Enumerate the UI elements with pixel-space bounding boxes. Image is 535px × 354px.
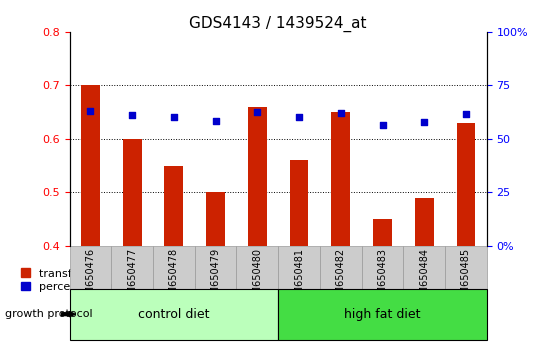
Text: GSM650481: GSM650481 <box>294 248 304 307</box>
Text: GSM650483: GSM650483 <box>378 248 387 307</box>
Text: high fat diet: high fat diet <box>345 308 421 321</box>
Text: GSM650485: GSM650485 <box>461 248 471 307</box>
Text: GSM650482: GSM650482 <box>336 248 346 307</box>
Point <box>211 118 220 124</box>
Bar <box>373 219 392 246</box>
Legend: transformed count, percentile rank within the sample: transformed count, percentile rank withi… <box>21 268 226 292</box>
Text: GSM650477: GSM650477 <box>127 248 137 307</box>
Text: GSM650476: GSM650476 <box>86 248 95 307</box>
Point <box>128 113 136 118</box>
FancyBboxPatch shape <box>362 246 403 289</box>
FancyBboxPatch shape <box>403 246 445 289</box>
Text: GSM650479: GSM650479 <box>211 248 220 307</box>
FancyBboxPatch shape <box>111 246 153 289</box>
Bar <box>123 139 142 246</box>
FancyBboxPatch shape <box>278 246 320 289</box>
FancyBboxPatch shape <box>70 246 111 289</box>
Point <box>170 115 178 120</box>
Bar <box>415 198 434 246</box>
Point <box>420 119 429 125</box>
Text: GSM650484: GSM650484 <box>419 248 429 307</box>
Text: control diet: control diet <box>138 308 210 321</box>
Point <box>253 109 262 115</box>
FancyBboxPatch shape <box>195 246 236 289</box>
Bar <box>248 107 267 246</box>
Point <box>462 112 470 117</box>
Point <box>378 122 387 128</box>
Text: growth protocol: growth protocol <box>5 309 93 319</box>
Bar <box>164 166 184 246</box>
Bar <box>331 112 350 246</box>
Title: GDS4143 / 1439524_at: GDS4143 / 1439524_at <box>189 16 367 32</box>
Point <box>295 115 303 120</box>
Point <box>337 110 345 116</box>
Bar <box>289 160 309 246</box>
FancyBboxPatch shape <box>320 246 362 289</box>
Point <box>86 108 95 114</box>
FancyBboxPatch shape <box>445 246 487 289</box>
Bar <box>456 123 476 246</box>
Text: GSM650480: GSM650480 <box>253 248 262 307</box>
FancyBboxPatch shape <box>70 289 278 340</box>
Bar <box>81 85 100 246</box>
Text: GSM650478: GSM650478 <box>169 248 179 307</box>
FancyBboxPatch shape <box>153 246 195 289</box>
FancyBboxPatch shape <box>236 246 278 289</box>
FancyBboxPatch shape <box>278 289 487 340</box>
Bar <box>206 192 225 246</box>
